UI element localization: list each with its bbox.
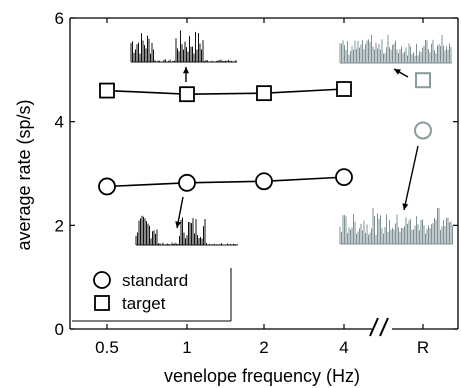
arrow-head — [182, 67, 190, 74]
arrow-standard-1hz — [175, 196, 184, 229]
series-target — [99, 72, 431, 103]
data-point — [256, 85, 272, 102]
x-tick-label: R — [417, 338, 429, 357]
y-tick-label: 6 — [55, 9, 64, 28]
axis-break-mark — [379, 317, 389, 337]
inset-histograms — [130, 30, 453, 246]
arrow-target-1hz — [182, 67, 190, 82]
inset-target-1hz — [130, 30, 237, 63]
arrow-head — [394, 69, 401, 75]
x-tick-label: 1 — [182, 338, 191, 357]
y-tick-label: 4 — [55, 113, 64, 132]
x-axis-label: venelope frequency (Hz) — [164, 366, 360, 386]
inset-standard-r — [339, 208, 453, 245]
data-point — [99, 82, 115, 99]
data-point — [335, 168, 353, 187]
series-standard — [98, 121, 432, 196]
axis-break-mark — [369, 317, 379, 337]
arrow-head — [402, 203, 409, 210]
x-tick-label: 0.5 — [95, 338, 119, 357]
legend-circle-marker — [93, 271, 111, 289]
data-point-r — [414, 121, 432, 140]
x-tick-label: 4 — [339, 338, 348, 357]
data-point — [98, 177, 116, 196]
inset-standard-1hz — [135, 215, 238, 246]
data-series — [98, 72, 432, 196]
plot-frame — [69, 17, 459, 337]
data-point — [178, 173, 196, 192]
legend-label-target: target — [122, 294, 166, 313]
arrow-head — [175, 221, 182, 228]
arrow-shaft — [403, 145, 419, 211]
arrow-target-r — [393, 68, 409, 78]
y-axis-label: average rate (sp/s) — [14, 99, 34, 250]
y-axis: 0 2 4 6 — [55, 9, 458, 339]
y-tick-label: 2 — [55, 216, 64, 235]
inset-target-r — [339, 35, 452, 64]
series-line — [106, 176, 345, 188]
data-point-r — [415, 72, 431, 89]
series-line — [106, 88, 345, 95]
legend: standard target — [72, 268, 232, 322]
data-point — [336, 81, 352, 97]
x-axis: 0.5 1 2 4 R — [95, 18, 429, 357]
legend-square-marker — [94, 295, 110, 311]
data-point — [179, 86, 195, 103]
arrows — [175, 67, 419, 229]
legend-label-standard: standard — [122, 271, 188, 290]
data-point — [255, 172, 273, 191]
x-tick-label: 2 — [259, 338, 268, 357]
y-tick-label: 0 — [55, 320, 64, 339]
arrow-standard-r — [402, 145, 419, 211]
